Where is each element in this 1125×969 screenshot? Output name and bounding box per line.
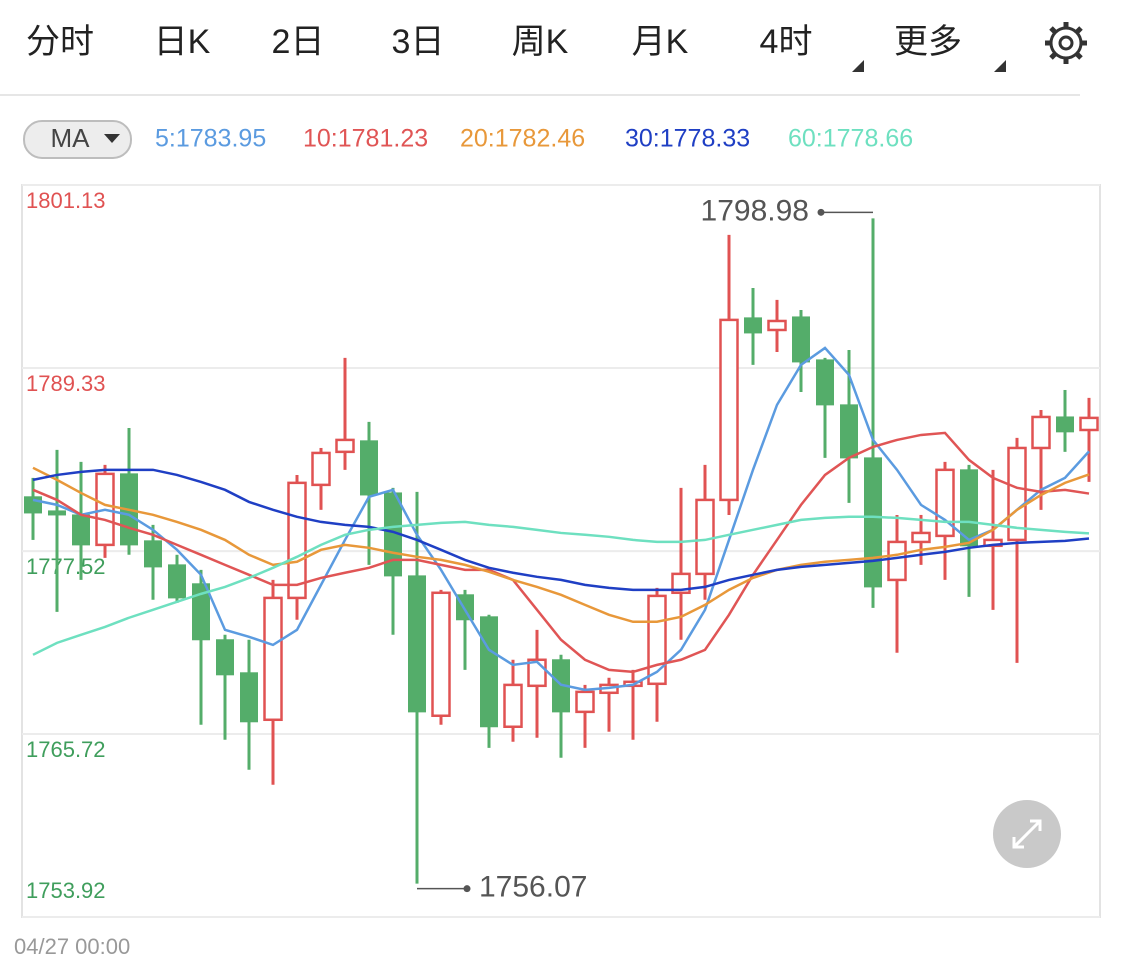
tab[interactable]: 2日 [272,23,325,61]
legend-entry: 10:1781.23 [303,125,428,153]
legend-entry: 30:1778.33 [625,125,750,153]
candle-body [360,440,378,496]
tab-bar: 分时 日K 2日 3日 周K 月K 4时 更多 [26,23,1006,72]
candle-body [864,457,882,588]
candle-body [408,575,426,713]
gear-teeth [1045,22,1087,64]
candle-body [1079,416,1099,432]
candle-body [263,596,283,722]
candle-body [72,514,90,546]
expand-button[interactable] [993,800,1061,868]
candle-body [24,496,42,514]
x-tick-label: 04/27 00:00 [14,934,130,959]
tab-caret [994,60,1006,72]
candle-body [287,481,307,600]
candle-body [887,540,907,582]
ma-line [32,431,1090,674]
min-label: 1756.07 [479,871,587,904]
candle-body [144,540,162,568]
candle-body [335,438,355,454]
candle-body [767,319,787,332]
ma-line [32,468,1090,592]
tab[interactable]: 月K [632,23,689,61]
candle-body [840,404,858,459]
y-tick-label: 1789.33 [26,371,106,396]
candle-body [816,359,834,406]
y-tick-label: 1801.13 [26,188,106,213]
candle-body [1031,415,1051,450]
min-dot [463,885,471,893]
candle-body [792,316,810,363]
tab[interactable]: 分时 [26,23,94,61]
candle-body [744,317,762,334]
candle-body [503,683,523,729]
tab[interactable]: 更多 [894,23,962,61]
tab[interactable]: 日K [154,23,211,61]
plot: 1801.13 1789.33 1777.52 1765.72 1753.92 04/27… [14,184,1100,959]
ma-line [32,515,1090,656]
dropdown-caret [104,134,120,143]
expand-arrows [1012,819,1042,849]
tab[interactable]: 周K [512,23,569,61]
candle-body [935,468,955,538]
candle-body [216,639,234,676]
candle-body [1007,446,1027,542]
candle-body [695,498,715,576]
candle-body [719,318,739,502]
candle-body [168,564,186,599]
candle-body [480,616,498,728]
dropdown-box [23,120,132,159]
gear-hub [1058,35,1074,51]
indicator-dropdown[interactable]: MA [23,120,132,159]
ma-line [32,466,1090,624]
max-dot [817,208,825,216]
y-tick-label: 1777.52 [26,554,106,579]
max-label: 1798.98 [701,194,809,227]
candle-body [647,594,667,686]
tab-caret [852,60,864,72]
legend-entry: 5:1783.95 [155,125,266,153]
legend-entry: 60:1778.66 [788,125,913,153]
candle-body [575,690,595,714]
settings-icon[interactable] [1045,22,1087,64]
gear-ring [1049,26,1083,60]
y-tick-label: 1765.72 [26,737,106,762]
candle-body [48,510,66,516]
candle-body [960,469,978,547]
indicator-label: MA [51,123,91,153]
legend-entry: 20:1782.46 [460,125,585,153]
ma-line [32,346,1090,692]
candle-body [911,531,931,544]
y-tick-label: 1753.92 [26,878,106,903]
candle-body [192,583,210,641]
tab[interactable]: 4时 [760,23,813,61]
candle-body [240,672,258,723]
candle-body [1056,416,1074,433]
tab[interactable]: 3日 [392,23,445,61]
candle-body [311,451,331,487]
candle-body [431,591,451,717]
legend: 5:1783.95 10:1781.23 20:1782.46 30:1778.33 6… [155,125,913,153]
candle-body [671,572,691,595]
